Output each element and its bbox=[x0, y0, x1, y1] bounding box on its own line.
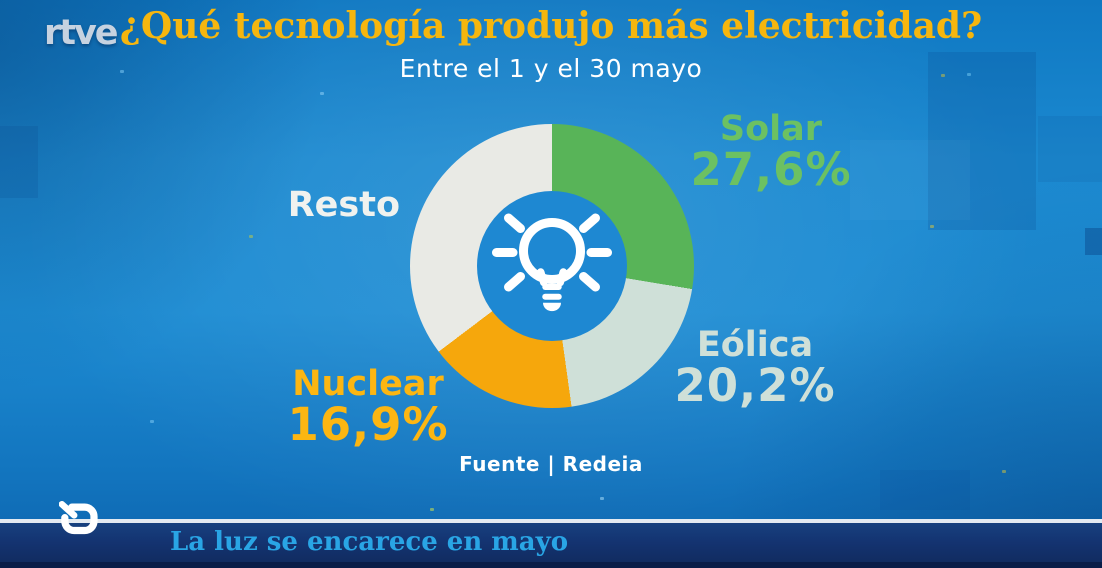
segment-value: 16,9% bbox=[287, 398, 449, 452]
segment-label-solar: Solar 27,6% bbox=[661, 111, 881, 194]
donut-hole bbox=[477, 191, 627, 341]
source-credit: Fuente | Redeia bbox=[459, 452, 643, 476]
segment-value: 27,6% bbox=[690, 143, 852, 197]
segment-value: 20,2% bbox=[674, 359, 836, 413]
ticker-bar bbox=[0, 523, 1102, 562]
bottom-strip bbox=[0, 562, 1102, 568]
chart-subtitle: Entre el 1 y el 30 mayo bbox=[399, 54, 703, 83]
ticker-headline: La luz se encarece en mayo bbox=[170, 527, 569, 557]
chart-title: ¿Qué tecnología produjo más electricidad… bbox=[119, 5, 983, 47]
ticker-divider-line bbox=[0, 519, 1102, 523]
telediario-d-logo bbox=[59, 501, 98, 535]
segment-label-resto: Resto bbox=[287, 185, 400, 225]
segment-name: Solar bbox=[719, 109, 823, 149]
donut-chart bbox=[410, 124, 694, 408]
lightbulb-icon bbox=[492, 213, 612, 312]
segment-name: Eólica bbox=[696, 325, 814, 365]
segment-name: Nuclear bbox=[292, 364, 444, 404]
segment-label-eolica: Eólica 20,2% bbox=[645, 327, 865, 410]
segment-label-nuclear: Nuclear 16,9% bbox=[258, 366, 478, 449]
rtve-logo: rtve bbox=[44, 13, 119, 53]
